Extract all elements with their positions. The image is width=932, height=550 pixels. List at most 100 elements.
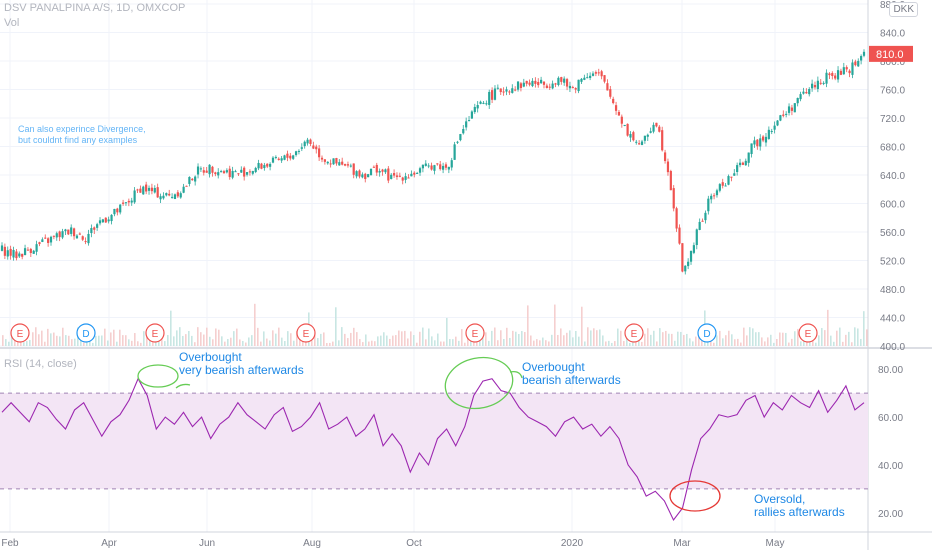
candle-body — [254, 167, 257, 173]
volume-bar — [773, 342, 775, 346]
candle-body — [687, 261, 690, 267]
candle-body — [557, 77, 560, 85]
volume-bar — [110, 332, 112, 346]
annotation-line: bearish afterwards — [522, 373, 621, 387]
volume-bar — [659, 328, 661, 346]
candle-body — [133, 190, 136, 203]
candle-body — [361, 174, 364, 178]
volume-bar — [383, 332, 385, 346]
candle-body — [188, 176, 191, 184]
volume-bar — [386, 335, 388, 346]
volume-bar — [647, 328, 649, 346]
event-marker — [296, 323, 316, 343]
volume-bar — [473, 341, 475, 346]
candle-body — [554, 83, 557, 85]
candle-body — [577, 79, 580, 92]
candle-body — [467, 120, 471, 122]
candle-body — [240, 169, 243, 173]
candle-body — [488, 91, 491, 105]
volume-bar — [488, 340, 490, 346]
candle-body — [225, 170, 228, 173]
candle-body — [545, 85, 548, 88]
volume-bar — [644, 333, 646, 346]
candle-body — [459, 134, 462, 141]
volume-bar — [56, 335, 58, 346]
event-marker — [798, 323, 818, 343]
volume-bar — [83, 342, 85, 346]
candle-body — [404, 176, 407, 180]
volume-bar — [320, 333, 322, 346]
candle-body — [727, 176, 730, 185]
volume-bar — [788, 342, 790, 346]
candle-body — [675, 208, 678, 229]
candle-body — [848, 70, 851, 74]
volume-bar — [755, 332, 757, 346]
rsi-line — [1, 377, 865, 522]
candle-body — [101, 219, 105, 223]
candle-body — [93, 227, 96, 230]
candle-body — [320, 157, 324, 160]
volume-bar — [836, 330, 838, 346]
volume-bar — [581, 306, 583, 346]
volume-bar — [833, 341, 835, 346]
volume-bar — [455, 336, 457, 346]
volume-bar — [17, 339, 19, 346]
volume-bar — [764, 341, 766, 346]
candle-body — [470, 111, 474, 119]
volume-bar — [758, 332, 760, 346]
candle-body — [655, 122, 658, 127]
volume-label: Vol — [4, 17, 20, 29]
candle-body — [271, 157, 275, 163]
volume-bar — [602, 335, 604, 346]
volume-bar — [395, 335, 397, 346]
volume-bar — [293, 340, 295, 346]
volume-bar — [761, 337, 763, 346]
volume-bar — [62, 327, 64, 346]
volume-bar — [29, 339, 31, 346]
volume-bar — [503, 339, 505, 346]
candle-body — [485, 103, 488, 105]
candle-body — [453, 144, 456, 160]
candle-body — [418, 168, 422, 173]
volume-bar — [65, 335, 67, 346]
candle-body — [26, 249, 30, 251]
candle-body — [623, 124, 626, 126]
volume-bar — [452, 339, 454, 346]
volume-bar — [422, 327, 424, 346]
candle-body — [779, 115, 782, 121]
candle-body — [349, 165, 352, 167]
volume-bar — [173, 336, 175, 346]
candle-body — [196, 166, 200, 175]
candle-body — [263, 165, 266, 169]
candle-body — [505, 89, 508, 92]
candle-body — [462, 129, 465, 134]
candle-body — [3, 246, 6, 256]
candle-body — [243, 167, 246, 177]
candle-body — [638, 143, 641, 145]
candle-body — [531, 80, 534, 87]
candle-body — [41, 239, 44, 242]
volume-bar — [560, 328, 562, 346]
candle-body — [571, 87, 574, 89]
candle-body — [407, 177, 410, 179]
candle-body — [121, 202, 125, 204]
chart-title: DSV PANALPINA A/S, 1D, OMXCOP — [4, 2, 186, 14]
volume-bar — [461, 329, 463, 346]
candle-body — [277, 158, 280, 160]
volume-bar — [230, 337, 232, 346]
time-tick-label: Aug — [303, 538, 321, 549]
volume-bar — [554, 304, 556, 346]
volume-bar — [47, 328, 49, 346]
currency-button[interactable]: DKK — [889, 2, 918, 17]
candle-body — [18, 253, 21, 257]
volume-bar — [530, 335, 532, 346]
volume-bar — [275, 333, 277, 346]
candle-body — [387, 168, 390, 181]
candle-body — [862, 51, 866, 56]
event-marker-label: E — [152, 329, 159, 340]
volume-bar — [101, 335, 103, 346]
candle-body — [845, 67, 848, 70]
volume-bar — [608, 340, 610, 346]
candle-body — [378, 170, 381, 173]
volume-bar — [500, 330, 502, 346]
